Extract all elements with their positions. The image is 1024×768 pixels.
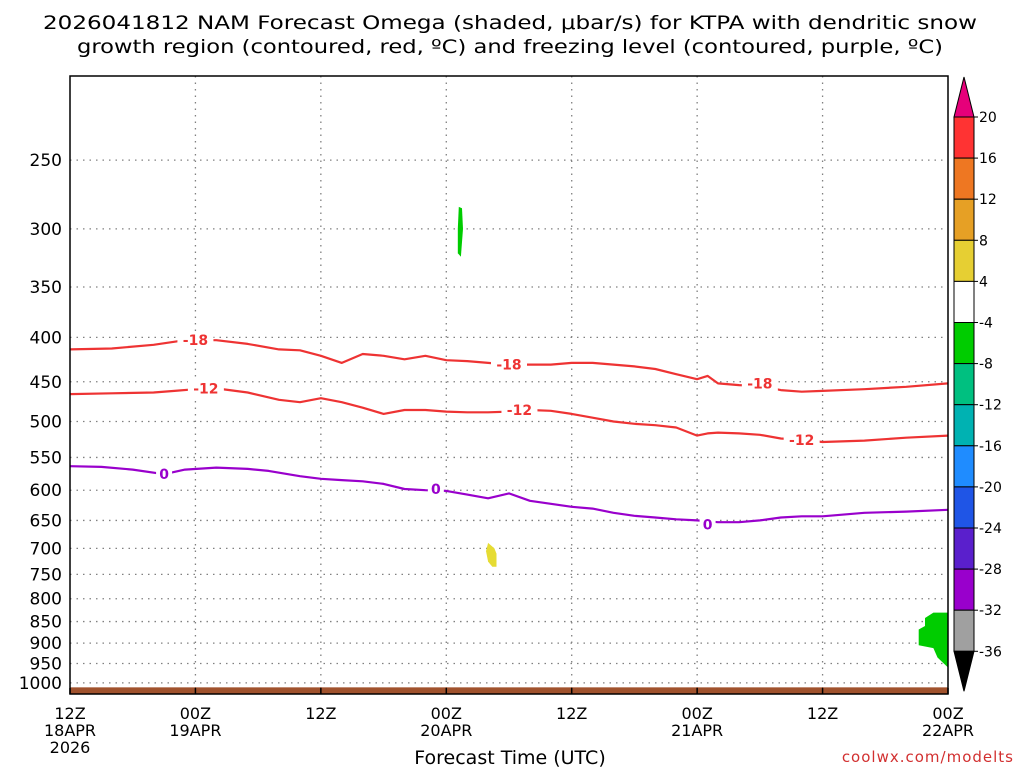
x-tick-label: 00Z (932, 704, 963, 723)
colorbar-label: 16 (979, 151, 997, 167)
grid-lines (70, 76, 948, 694)
contour-label-bg (699, 516, 716, 533)
x-tick-date: 20APR (420, 721, 472, 740)
colorbar-label: -12 (979, 398, 1002, 414)
x-tick-date: 19APR (169, 721, 221, 740)
contour-label: 0 (431, 482, 441, 498)
omega-region-green-upper (457, 206, 463, 257)
x-tick-date: 18APR (44, 721, 96, 740)
colorbar-label: 8 (979, 233, 988, 249)
y-tick-label: 500 (30, 412, 62, 432)
contour-label-bg (187, 380, 224, 397)
colorbar-swatch (953, 363, 975, 406)
colorbar-label: -4 (979, 316, 993, 332)
colorbar-swatch (953, 157, 975, 200)
contour-label: -12 (507, 403, 532, 419)
x-tick-label: 00Z (431, 704, 462, 723)
colorbar-swatch (953, 116, 975, 159)
credit-text: coolwx.com/modelts (842, 748, 1014, 766)
contour-label-bg (501, 402, 538, 419)
colorbar-swatch (953, 568, 975, 611)
y-tick-label: 350 (30, 278, 62, 298)
omega-colorbar: 20 16 12 8 4 -4 -8 -12 -16 -20 -24 -28 -32 -36 (953, 76, 1002, 692)
y-tick-label: 650 (30, 511, 62, 531)
colorbar-swatch (953, 404, 975, 447)
x-tick-label: 12Z (54, 704, 85, 723)
contour-label: -12 (193, 381, 218, 397)
colorbar-label: -16 (979, 439, 1002, 455)
chart-title-line2: growth region (contoured, red, ºC) and f… (77, 36, 943, 58)
colorbar-swatch (953, 445, 975, 488)
colorbar-swatch (953, 486, 975, 529)
y-tick-label: 550 (30, 448, 62, 468)
chart-title-line1: 2026041812 NAM Forecast Omega (shaded, μ… (43, 12, 977, 34)
plot-frame (69, 75, 949, 695)
pressure-axis: 2503003504004505005506006507007508008509… (19, 151, 62, 694)
colorbar-swatch (953, 239, 975, 282)
contour-label-bg (177, 332, 214, 349)
contour-label: -18 (747, 376, 772, 392)
y-tick-label: 800 (30, 590, 62, 610)
x-axis-title: Forecast Time (UTC) (414, 747, 605, 768)
contour-label-bg (427, 480, 444, 497)
contour-label-bg (156, 466, 173, 483)
y-tick-label: 400 (30, 328, 62, 348)
colorbar-swatch (953, 280, 975, 323)
omega-region-green-lower (918, 612, 948, 668)
x-tick-label: 12Z (556, 704, 587, 723)
y-tick-label: 450 (30, 373, 62, 393)
contour-label-bg (491, 356, 527, 373)
y-tick-label: 250 (30, 151, 62, 171)
y-tick-label: 300 (30, 220, 62, 240)
x-tick-label: 12Z (807, 704, 838, 723)
colorbar-label: -32 (979, 603, 1002, 619)
x-tick-date: 22APR (922, 721, 974, 740)
x-tick-date: 21APR (671, 721, 723, 740)
contour-label: -12 (789, 433, 814, 449)
contour-label: 0 (159, 467, 169, 483)
ground-fill (70, 687, 948, 694)
contour-lines: -18 -18 -18 -12 -12 -12 0 0 0 (69, 332, 949, 533)
ground-layer (70, 687, 948, 694)
colorbar-label: -24 (979, 521, 1002, 537)
contour-line-0 (69, 465, 949, 524)
contour-label-bg (783, 431, 820, 448)
y-tick-label: 600 (30, 481, 62, 501)
colorbar-label: 4 (979, 274, 988, 290)
colorbar-label: -28 (979, 562, 1002, 578)
omega-shading (457, 206, 948, 668)
colorbar-label: -20 (979, 480, 1002, 496)
contour-label: 0 (703, 517, 713, 533)
y-tick-label: 1000 (19, 674, 62, 694)
colorbar-label: -36 (979, 644, 1002, 660)
x-tick-year: 2026 (50, 738, 91, 757)
x-tick-label: 00Z (681, 704, 712, 723)
colorbar-label: 12 (979, 192, 997, 208)
colorbar-label: 20 (979, 110, 997, 126)
colorbar-bottom-arrow (953, 650, 975, 692)
colorbar-swatch (953, 322, 975, 365)
colorbar-top-arrow (953, 76, 975, 118)
y-tick-label: 950 (30, 655, 62, 675)
contour-label: -18 (183, 333, 208, 349)
x-tick-label: 12Z (305, 704, 336, 723)
y-tick-label: 750 (30, 565, 62, 585)
contour-label: -18 (496, 358, 521, 374)
contour-label-bg (741, 375, 778, 392)
x-tick-label: 00Z (180, 704, 211, 723)
omega-region-yellow-mid (486, 542, 497, 567)
colorbar-swatch (953, 198, 975, 241)
colorbar-swatch (953, 527, 975, 570)
y-tick-label: 850 (30, 613, 62, 633)
colorbar-label: -8 (979, 357, 993, 373)
y-tick-label: 700 (30, 539, 62, 559)
y-tick-label: 900 (30, 634, 62, 654)
colorbar-swatch (953, 609, 975, 652)
